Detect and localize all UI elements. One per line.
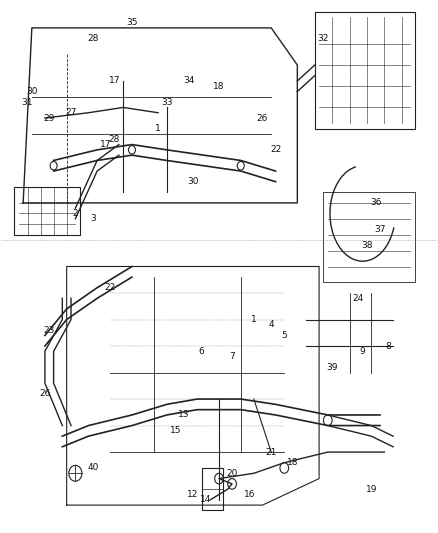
Text: 35: 35 (126, 18, 138, 27)
Text: 15: 15 (170, 426, 181, 435)
Text: 22: 22 (105, 283, 116, 292)
Text: 17: 17 (100, 140, 112, 149)
Text: 8: 8 (386, 342, 392, 351)
Text: 18: 18 (213, 82, 225, 91)
Text: 7: 7 (229, 352, 235, 361)
Text: 17: 17 (109, 76, 120, 85)
Text: 29: 29 (43, 114, 55, 123)
Text: 39: 39 (326, 363, 338, 372)
Text: 3: 3 (90, 214, 95, 223)
Text: 26: 26 (39, 389, 51, 398)
Text: 1: 1 (251, 315, 257, 324)
Text: 18: 18 (287, 458, 299, 467)
Text: 20: 20 (226, 469, 238, 478)
Text: 23: 23 (43, 326, 55, 335)
Text: 4: 4 (268, 320, 274, 329)
Text: 28: 28 (109, 135, 120, 144)
Text: 37: 37 (374, 225, 386, 234)
Text: 5: 5 (281, 331, 287, 340)
Text: 24: 24 (353, 294, 364, 303)
Text: 16: 16 (244, 490, 255, 499)
Text: 27: 27 (65, 108, 77, 117)
Text: 22: 22 (270, 146, 281, 155)
Text: 31: 31 (22, 98, 33, 107)
Text: 40: 40 (87, 464, 99, 472)
Text: 12: 12 (187, 490, 198, 499)
Text: 1: 1 (155, 124, 161, 133)
Text: 21: 21 (265, 448, 277, 457)
Text: 34: 34 (183, 76, 194, 85)
Text: 30: 30 (26, 87, 38, 96)
Text: 28: 28 (87, 34, 99, 43)
Text: 14: 14 (200, 495, 212, 504)
Text: 30: 30 (187, 177, 199, 186)
Text: 36: 36 (370, 198, 381, 207)
Text: 6: 6 (199, 347, 205, 356)
Text: 32: 32 (318, 34, 329, 43)
Text: 33: 33 (161, 98, 173, 107)
Text: 38: 38 (361, 241, 373, 250)
Text: 26: 26 (257, 114, 268, 123)
Text: 13: 13 (178, 410, 190, 419)
Text: 19: 19 (366, 484, 377, 494)
Text: 9: 9 (360, 347, 365, 356)
Text: 2: 2 (73, 209, 78, 218)
